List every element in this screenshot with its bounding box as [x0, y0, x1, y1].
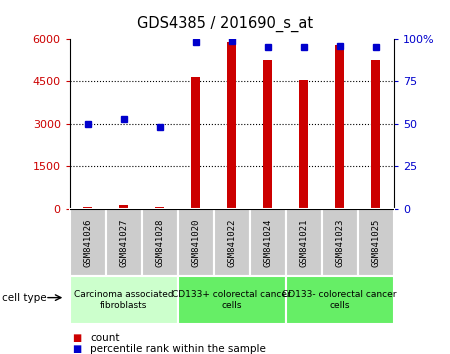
Text: ■: ■	[72, 344, 81, 354]
Text: GSM841027: GSM841027	[119, 218, 128, 267]
Text: count: count	[90, 333, 120, 343]
FancyBboxPatch shape	[286, 209, 322, 276]
FancyBboxPatch shape	[70, 276, 178, 324]
Text: ■: ■	[72, 333, 81, 343]
Text: GSM841023: GSM841023	[335, 218, 344, 267]
FancyBboxPatch shape	[142, 209, 178, 276]
Text: GSM841021: GSM841021	[299, 218, 308, 267]
FancyBboxPatch shape	[214, 209, 250, 276]
Text: GSM841022: GSM841022	[227, 218, 236, 267]
Text: GSM841025: GSM841025	[371, 218, 380, 267]
Bar	[227, 42, 236, 209]
Bar	[191, 77, 200, 209]
FancyBboxPatch shape	[178, 209, 214, 276]
Text: cell type: cell type	[2, 293, 47, 303]
Text: Carcinoma associated
fibroblasts: Carcinoma associated fibroblasts	[74, 290, 174, 310]
Text: GSM841028: GSM841028	[155, 218, 164, 267]
Text: percentile rank within the sample: percentile rank within the sample	[90, 344, 266, 354]
FancyBboxPatch shape	[70, 209, 106, 276]
FancyBboxPatch shape	[358, 209, 394, 276]
FancyBboxPatch shape	[286, 276, 394, 324]
Text: CD133- colorectal cancer
cells: CD133- colorectal cancer cells	[283, 290, 397, 310]
Bar	[263, 60, 272, 209]
Text: GSM841026: GSM841026	[83, 218, 92, 267]
Text: GDS4385 / 201690_s_at: GDS4385 / 201690_s_at	[137, 16, 313, 32]
Text: GSM841020: GSM841020	[191, 218, 200, 267]
Bar	[335, 45, 344, 209]
Bar	[155, 207, 164, 209]
Text: CD133+ colorectal cancer
cells: CD133+ colorectal cancer cells	[172, 290, 291, 310]
FancyBboxPatch shape	[178, 276, 286, 324]
FancyBboxPatch shape	[322, 209, 358, 276]
FancyBboxPatch shape	[106, 209, 142, 276]
FancyBboxPatch shape	[250, 209, 286, 276]
Bar	[371, 60, 380, 209]
Bar	[299, 80, 308, 209]
Bar	[83, 207, 92, 209]
Text: GSM841024: GSM841024	[263, 218, 272, 267]
Bar	[119, 205, 128, 209]
